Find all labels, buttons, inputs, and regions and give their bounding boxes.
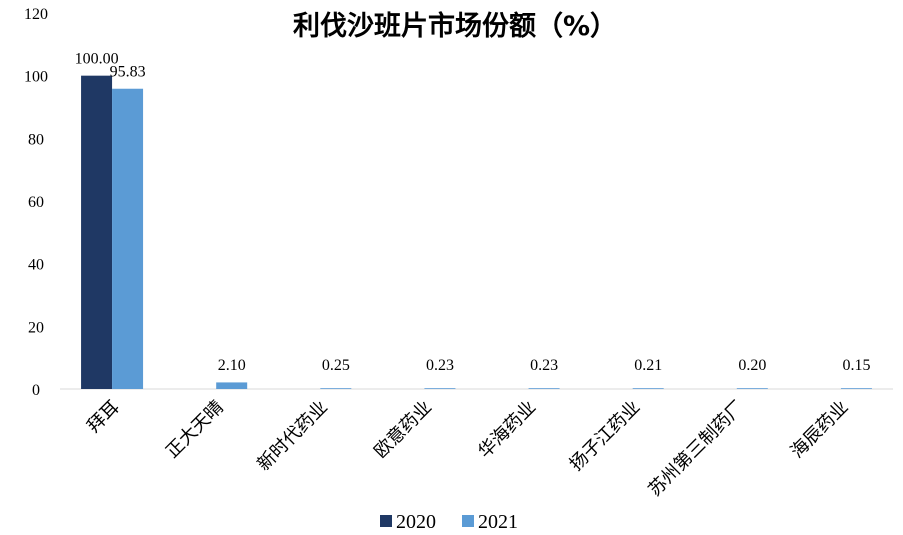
bar-2021-7 [840, 388, 872, 389]
category-label: 拜耳 [83, 397, 123, 437]
chart-title: 利伐沙班片市场份额（%） [293, 10, 617, 42]
y-tick-label: 0 [32, 382, 40, 399]
y-tick-label: 20 [28, 319, 44, 336]
data-label: 0.15 [842, 357, 870, 374]
legend-label: 2020 [396, 511, 436, 533]
category-label: 海辰药业 [787, 397, 853, 463]
bar-2020-0 [81, 75, 113, 390]
data-label: 0.21 [634, 357, 662, 374]
data-label: 0.23 [530, 357, 558, 374]
bar-2021-1 [216, 382, 248, 389]
bar-2021-3 [424, 388, 456, 389]
data-label: 0.20 [738, 357, 766, 374]
data-label: 95.83 [110, 64, 146, 81]
data-label: 2.10 [218, 357, 246, 374]
y-tick-label: 80 [28, 131, 44, 148]
bar-2021-0 [112, 88, 144, 389]
category-label: 苏州第三制药厂 [644, 397, 748, 501]
bar-2021-2 [320, 388, 352, 389]
legend-label: 2021 [478, 511, 518, 533]
bar-2021-4 [528, 388, 560, 389]
legend-swatch-2021 [462, 515, 474, 527]
y-tick-label: 40 [28, 257, 44, 274]
legend-swatch-2020 [380, 515, 392, 527]
category-label: 正大天晴 [162, 397, 228, 463]
category-label: 新时代药业 [253, 397, 331, 475]
category-label: 欧意药业 [370, 397, 436, 463]
y-tick-label: 120 [24, 6, 48, 23]
category-label: 扬子江药业 [566, 397, 644, 475]
y-tick-label: 100 [24, 69, 48, 86]
bars [81, 75, 872, 390]
y-axis-ticks: 0 20 40 60 80 100 120 [24, 6, 48, 399]
data-label: 0.23 [426, 357, 454, 374]
category-labels: 拜耳 正大天晴 新时代药业 欧意药业 华海药业 扬子江药业 苏州第三制药厂 海辰药业 [83, 397, 852, 501]
bar-2021-6 [736, 388, 768, 389]
y-tick-label: 60 [28, 194, 44, 211]
data-label: 100.00 [75, 51, 119, 68]
category-label: 华海药业 [474, 397, 540, 463]
bar-2021-5 [632, 388, 664, 389]
legend: 2020 2021 [380, 511, 518, 533]
data-label: 0.25 [322, 357, 350, 374]
